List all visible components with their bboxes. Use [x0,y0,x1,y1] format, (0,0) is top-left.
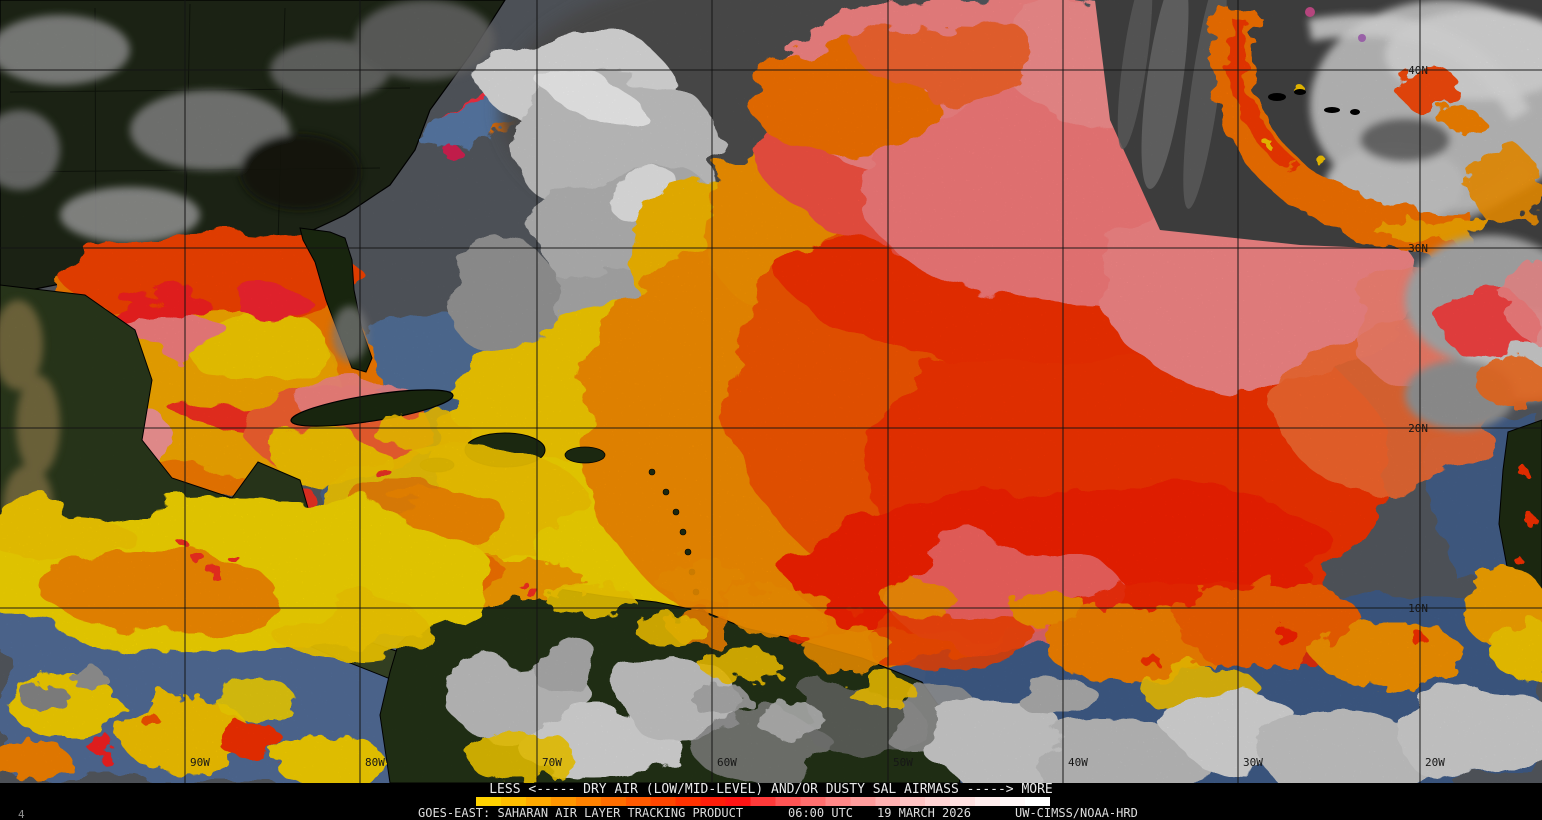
frame-marker: 4 [18,808,25,820]
satellite-grain-texture [0,0,1542,783]
product-source-label: GOES-EAST: SAHARAN AIR LAYER TRACKING PR… [418,806,744,820]
grid-label-60W: 60W [717,756,737,769]
product-date: 19 MARCH 2026 [877,806,971,820]
grid-label-80W: 80W [365,756,385,769]
satellite-map-canvas: 90W 80W 70W 60W 50W 40W 30W 20W 40N 30N 20N 10N [0,0,1542,783]
product-credit: UW-CIMSS/NOAA-HRD [1015,806,1138,820]
grid-label-30N: 30N [1408,242,1428,255]
dry-air-colorbar [476,797,1050,806]
colorbar-legend-text: LESS <----- DRY AIR (LOW/MID-LEVEL) AND/… [489,782,1053,797]
latlon-grid: 90W 80W 70W 60W 50W 40W 30W 20W 40N 30N 20N 10N [0,0,1542,783]
grid-label-50W: 50W [893,756,913,769]
grid-label-10N: 10N [1408,602,1428,615]
grid-label-30W: 30W [1243,756,1263,769]
grid-label-70W: 70W [542,756,562,769]
grid-label-20N: 20N [1408,422,1428,435]
grid-label-90W: 90W [190,756,210,769]
product-time: 06:00 UTC [788,806,854,820]
satellite-map: 90W 80W 70W 60W 50W 40W 30W 20W 40N 30N 20N 10N [0,0,1542,783]
grid-label-40W: 40W [1068,756,1088,769]
product-info-bar: LESS <----- DRY AIR (LOW/MID-LEVEL) AND/… [0,783,1542,820]
grid-label-40N: 40N [1408,64,1428,77]
grid-label-20W: 20W [1425,756,1445,769]
